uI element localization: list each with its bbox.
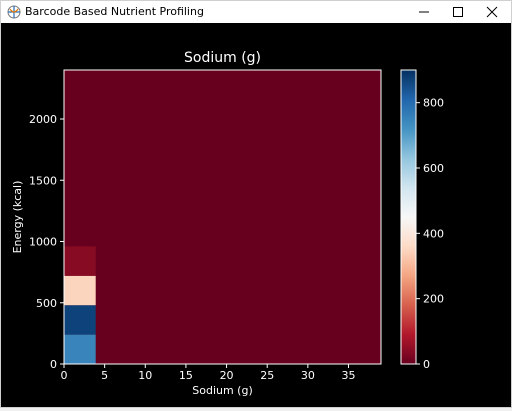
heatmap-cell — [64, 246, 96, 276]
window-title: Barcode Based Nutrient Profiling — [25, 5, 204, 18]
x-tick-label: 0 — [61, 369, 68, 382]
x-tick-label: 20 — [220, 369, 234, 382]
maximize-button[interactable] — [441, 1, 475, 23]
title-bar[interactable]: Barcode Based Nutrient Profiling — [1, 1, 511, 23]
y-axis-label: Energy (kcal) — [11, 181, 24, 254]
x-axis-label: Sodium (g) — [192, 384, 253, 397]
colorbar-tick-label: 0 — [423, 358, 430, 371]
close-button[interactable] — [475, 1, 509, 23]
heatmap-cell — [64, 334, 96, 364]
colorbar-tick-label: 400 — [423, 227, 444, 240]
y-tick-label: 500 — [36, 297, 57, 310]
x-tick-label: 25 — [260, 369, 274, 382]
plot-canvas: 0 5 10 15 20 25 30 35 0 500 1000 1500 2000 0 200 400 60… — [1, 23, 511, 407]
heatmap-cell — [64, 275, 96, 306]
minimize-icon — [419, 11, 429, 13]
x-tick-label: 35 — [341, 369, 355, 382]
maximize-icon — [453, 7, 463, 17]
heatmap-chart: 0 5 10 15 20 25 30 35 0 500 1000 1500 2000 0 200 400 60… — [11, 50, 444, 397]
y-tick-label: 1500 — [29, 174, 57, 187]
x-tick-label: 15 — [179, 369, 193, 382]
y-tick-label: 1000 — [29, 236, 57, 249]
colorbar — [400, 69, 417, 365]
x-tick-label: 10 — [138, 369, 152, 382]
plot-frame — [63, 69, 382, 365]
chart-title: Sodium (g) — [184, 50, 261, 66]
heatmap-cell — [64, 305, 96, 335]
y-tick-label: 2000 — [29, 113, 57, 126]
plot-app-icon — [7, 5, 21, 19]
y-tick-label: 0 — [50, 358, 57, 371]
colorbar-tick-label: 800 — [423, 97, 444, 110]
colorbar-tick-label: 600 — [423, 162, 444, 175]
close-icon — [486, 6, 498, 18]
minimize-button[interactable] — [407, 1, 441, 23]
x-tick-label: 5 — [101, 369, 108, 382]
x-tick-label: 30 — [301, 369, 315, 382]
colorbar-tick-label: 200 — [423, 293, 444, 306]
heatmap-background — [64, 70, 381, 364]
